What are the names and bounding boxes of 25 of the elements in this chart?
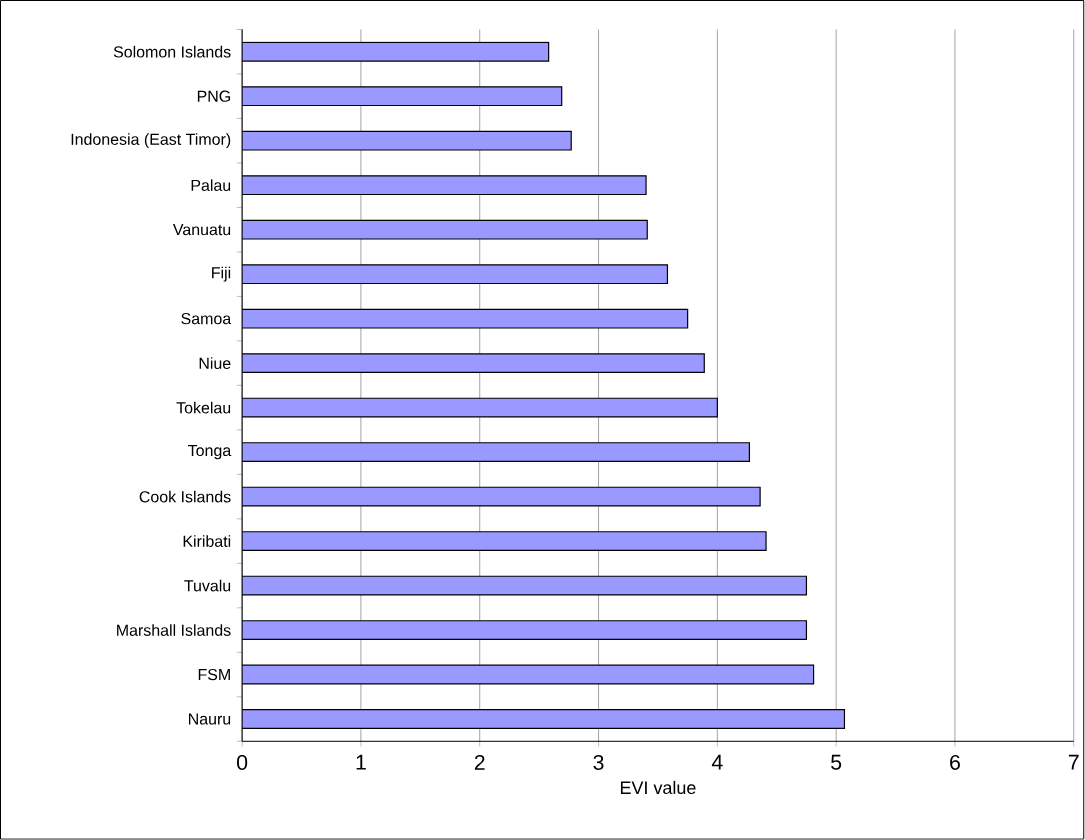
x-tick-label: 0 <box>237 755 248 771</box>
x-tick-label: 3 <box>593 755 604 771</box>
x-tick-label: 1 <box>356 755 366 770</box>
y-tick-label: Kiribati <box>183 535 231 548</box>
x-axis-title: EVI value <box>620 781 696 795</box>
y-tick-label: Palau <box>191 179 231 192</box>
y-tick-label: Samoa <box>181 313 232 325</box>
y-tick-label: Tuvalu <box>184 579 231 592</box>
x-tick-label: 5 <box>831 755 842 770</box>
x-tick-label: 4 <box>711 755 723 770</box>
x-tick-label: 7 <box>1068 755 1079 770</box>
y-tick-label: Tokelau <box>176 401 231 414</box>
y-tick-label: FSM <box>198 669 230 681</box>
y-tick-label: Fiji <box>212 266 231 282</box>
y-tick-label: Solomon Islands <box>113 46 231 58</box>
y-tick-label: Indonesia (East Timor) <box>71 133 231 149</box>
y-tick-label: Marshall Islands <box>117 624 231 637</box>
x-tick-label: 2 <box>474 755 485 770</box>
x-tick-label: 6 <box>950 755 960 771</box>
y-tick-label: PNG <box>197 90 230 103</box>
y-tick-label: Tonga <box>188 445 232 460</box>
y-tick-label: Nauru <box>189 713 231 725</box>
y-tick-label: Niue <box>199 357 231 370</box>
y-tick-label: Vanuatu <box>172 224 231 236</box>
y-tick-label: Cook Islands <box>139 490 231 503</box>
